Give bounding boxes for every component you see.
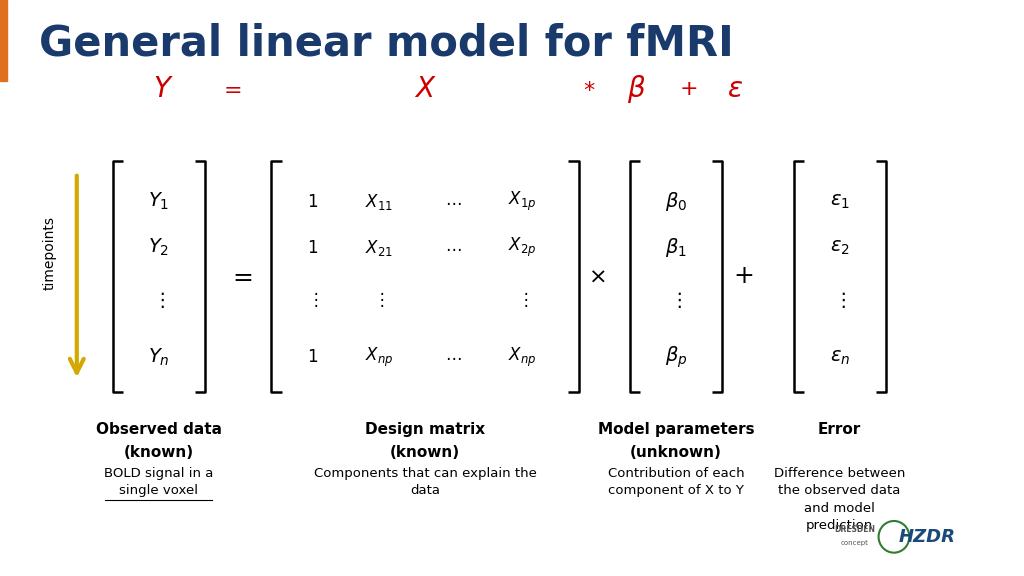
Text: $*$: $*$ <box>583 79 595 99</box>
Text: $\varepsilon$: $\varepsilon$ <box>727 75 743 103</box>
Text: Components that can explain the: Components that can explain the <box>313 467 537 480</box>
Text: $X$: $X$ <box>414 75 436 103</box>
Text: data: data <box>410 484 440 497</box>
Text: Error: Error <box>818 422 861 437</box>
Text: timepoints: timepoints <box>42 217 56 290</box>
Text: $\cdots$: $\cdots$ <box>445 348 462 366</box>
Text: $X_{2p}$: $X_{2p}$ <box>508 236 537 259</box>
Text: $\beta_0$: $\beta_0$ <box>665 190 687 213</box>
Text: $X_{1p}$: $X_{1p}$ <box>508 190 537 213</box>
Text: $\cdots$: $\cdots$ <box>445 238 462 257</box>
Text: HZDR: HZDR <box>898 528 955 546</box>
Text: (unknown): (unknown) <box>630 445 722 460</box>
Text: $Y_n$: $Y_n$ <box>147 347 170 367</box>
Text: (known): (known) <box>124 445 194 460</box>
Text: Contribution of each: Contribution of each <box>607 467 744 480</box>
Text: $1$: $1$ <box>307 192 317 211</box>
Text: $+$: $+$ <box>733 264 754 289</box>
Text: $=$: $=$ <box>228 264 253 289</box>
Text: General linear model for fMRI: General linear model for fMRI <box>39 22 733 64</box>
Text: $\varepsilon_2$: $\varepsilon_2$ <box>829 238 850 257</box>
Text: the observed data: the observed data <box>778 484 901 497</box>
Text: $\varepsilon_n$: $\varepsilon_n$ <box>829 348 850 366</box>
Text: Design matrix: Design matrix <box>365 422 485 437</box>
Text: $Y_1$: $Y_1$ <box>148 191 169 212</box>
Text: prediction: prediction <box>806 519 873 532</box>
Text: Observed data: Observed data <box>95 422 222 437</box>
Text: $X_{21}$: $X_{21}$ <box>365 238 393 257</box>
Text: $\vdots$: $\vdots$ <box>670 290 682 309</box>
Text: $\beta_1$: $\beta_1$ <box>665 236 687 259</box>
Text: $\cdots$: $\cdots$ <box>445 192 462 211</box>
Text: and model: and model <box>804 502 876 514</box>
Text: $1$: $1$ <box>307 348 317 366</box>
Text: $\vdots$: $\vdots$ <box>153 290 165 309</box>
Text: $Y$: $Y$ <box>154 75 174 103</box>
Text: Difference between: Difference between <box>774 467 905 480</box>
Text: $\vdots$: $\vdots$ <box>834 290 846 309</box>
Text: concept: concept <box>841 540 869 546</box>
Text: $\varepsilon_1$: $\varepsilon_1$ <box>829 192 850 211</box>
Text: component of X to Y: component of X to Y <box>608 484 743 497</box>
Text: $X_{np}$: $X_{np}$ <box>508 346 537 369</box>
Text: $=$: $=$ <box>219 79 242 99</box>
Text: $\beta$: $\beta$ <box>628 73 646 105</box>
Text: (known): (known) <box>390 445 460 460</box>
Text: $1$: $1$ <box>307 238 317 257</box>
Text: $\beta_p$: $\beta_p$ <box>665 344 687 370</box>
Text: Model parameters: Model parameters <box>598 422 754 437</box>
Text: $\vdots$: $\vdots$ <box>517 290 527 309</box>
Text: single voxel: single voxel <box>119 484 199 497</box>
Text: BOLD signal in a: BOLD signal in a <box>104 467 213 480</box>
Text: DRESDEN: DRESDEN <box>835 525 876 535</box>
Text: $X_{11}$: $X_{11}$ <box>365 192 393 211</box>
Text: $\vdots$: $\vdots$ <box>374 290 384 309</box>
Text: $Y_2$: $Y_2$ <box>148 237 169 258</box>
Text: $+$: $+$ <box>679 79 697 99</box>
Text: $X_{np}$: $X_{np}$ <box>365 346 393 369</box>
Text: $\vdots$: $\vdots$ <box>307 290 317 309</box>
Text: $\times$: $\times$ <box>588 267 606 286</box>
